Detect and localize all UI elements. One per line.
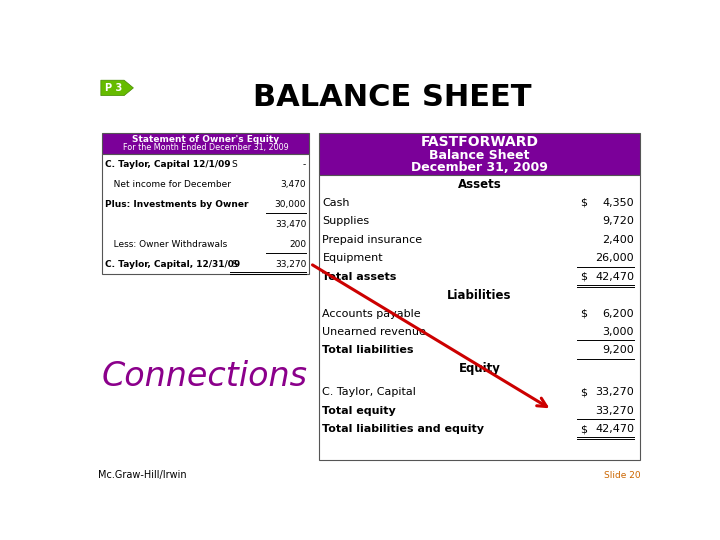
- Text: December 31, 2009: December 31, 2009: [411, 161, 548, 174]
- Bar: [319, 175, 640, 460]
- Text: 42,470: 42,470: [595, 424, 634, 434]
- Text: 9,720: 9,720: [602, 216, 634, 226]
- Text: Assets: Assets: [458, 178, 501, 191]
- Text: 33,470: 33,470: [275, 220, 306, 229]
- Bar: [102, 154, 310, 274]
- Text: Total equity: Total equity: [323, 406, 396, 416]
- Text: 4,350: 4,350: [603, 198, 634, 207]
- Text: Equity: Equity: [459, 362, 500, 375]
- Text: Prepaid insurance: Prepaid insurance: [323, 234, 423, 245]
- Bar: [319, 132, 640, 175]
- Text: Supplies: Supplies: [323, 216, 369, 226]
- Text: Total liabilities and equity: Total liabilities and equity: [323, 424, 485, 434]
- Text: Plus: Investments by Owner: Plus: Investments by Owner: [104, 200, 248, 208]
- Text: Mc.Graw-Hill/Irwin: Mc.Graw-Hill/Irwin: [98, 470, 186, 480]
- Text: BALANCE SHEET: BALANCE SHEET: [253, 83, 531, 112]
- Text: 200: 200: [289, 240, 306, 249]
- Text: Statement of Owner's Equity: Statement of Owner's Equity: [132, 135, 279, 144]
- Text: 33,270: 33,270: [595, 406, 634, 416]
- Text: 3,000: 3,000: [603, 327, 634, 337]
- Text: C. Taylor, Capital, 12/31/09: C. Taylor, Capital, 12/31/09: [104, 260, 240, 269]
- Text: S: S: [232, 160, 238, 168]
- Text: $: $: [580, 308, 587, 319]
- Text: $: $: [580, 424, 587, 434]
- Text: $: $: [580, 272, 587, 281]
- Text: Equipment: Equipment: [323, 253, 383, 263]
- Polygon shape: [101, 80, 133, 96]
- Text: Cash: Cash: [323, 198, 350, 207]
- Text: For the Month Ended December 31, 2009: For the Month Ended December 31, 2009: [122, 144, 288, 152]
- Text: Liabilities: Liabilities: [447, 288, 512, 301]
- Text: 42,470: 42,470: [595, 272, 634, 281]
- Text: 3,470: 3,470: [281, 180, 306, 188]
- Text: $: $: [580, 387, 587, 397]
- Text: P 3: P 3: [104, 83, 122, 93]
- Text: $: $: [580, 198, 587, 207]
- Text: Slide 20: Slide 20: [603, 471, 640, 480]
- Text: 26,000: 26,000: [595, 253, 634, 263]
- Text: Unearned revenue: Unearned revenue: [323, 327, 426, 337]
- Text: Total assets: Total assets: [323, 272, 397, 281]
- Text: FASTFORWARD: FASTFORWARD: [420, 135, 539, 149]
- Text: Connections: Connections: [102, 360, 307, 393]
- Text: 33,270: 33,270: [275, 260, 306, 269]
- Text: -: -: [303, 160, 306, 168]
- Text: Accounts payable: Accounts payable: [323, 308, 421, 319]
- Text: 6,200: 6,200: [603, 308, 634, 319]
- Bar: [102, 132, 310, 154]
- Text: C. Taylor, Capital 12/1/09: C. Taylor, Capital 12/1/09: [104, 160, 230, 168]
- Text: 2,400: 2,400: [603, 234, 634, 245]
- Text: C. Taylor, Capital: C. Taylor, Capital: [323, 387, 416, 397]
- Text: Net income for December: Net income for December: [104, 180, 230, 188]
- Text: 33,270: 33,270: [595, 387, 634, 397]
- Text: S: S: [232, 260, 238, 269]
- Text: 9,200: 9,200: [603, 346, 634, 355]
- Text: Balance Sheet: Balance Sheet: [429, 149, 530, 162]
- Text: Less: Owner Withdrawals: Less: Owner Withdrawals: [104, 240, 227, 249]
- Text: Total liabilities: Total liabilities: [323, 346, 414, 355]
- Text: 30,000: 30,000: [275, 200, 306, 208]
